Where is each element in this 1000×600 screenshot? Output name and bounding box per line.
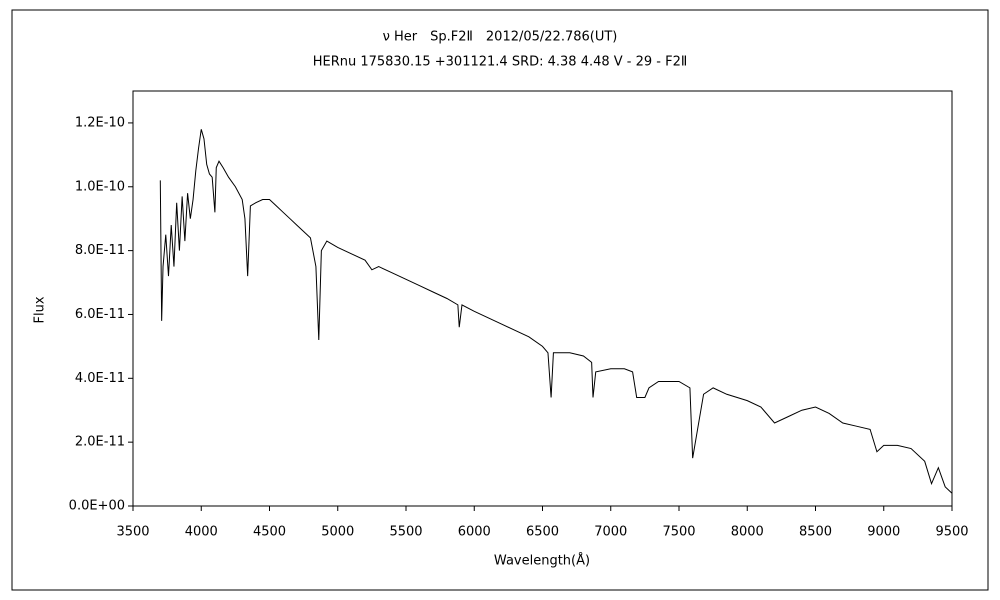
x-tick-label: 8000 xyxy=(731,525,764,540)
y-tick-label: 8.0E-11 xyxy=(75,243,125,258)
x-tick-label: 3500 xyxy=(116,525,149,540)
y-tick-label: 2.0E-11 xyxy=(75,435,125,450)
chart-subtitle: HERnu 175830.15 +301121.4 SRD: 4.38 4.48… xyxy=(313,55,688,70)
x-tick-label: 5500 xyxy=(389,525,422,540)
x-tick-label: 8500 xyxy=(799,525,832,540)
x-tick-label: 9500 xyxy=(935,525,968,540)
y-axis-label: Flux xyxy=(33,296,48,323)
x-tick-label: 5000 xyxy=(321,525,354,540)
chart-title: ν Her Sp.F2Ⅱ 2012/05/22.786(UT) xyxy=(383,30,618,45)
x-tick-label: 6500 xyxy=(526,525,559,540)
x-tick-label: 7500 xyxy=(662,525,695,540)
x-tick-label: 6000 xyxy=(458,525,491,540)
y-tick-label: 6.0E-11 xyxy=(75,307,125,322)
y-tick-label: 1.2E-10 xyxy=(75,115,125,130)
x-tick-label: 4000 xyxy=(185,525,218,540)
y-tick-label: 1.0E-10 xyxy=(75,179,125,194)
chart-border xyxy=(11,9,989,591)
y-tick-label: 4.0E-11 xyxy=(75,371,125,386)
spectrum-line xyxy=(159,129,953,494)
x-tick-label: 7000 xyxy=(594,525,627,540)
x-tick-label: 9000 xyxy=(867,525,900,540)
y-tick-label: 0.0E+00 xyxy=(69,499,125,514)
x-tick-label: 4500 xyxy=(253,525,286,540)
x-axis-label: Wavelength(Å) xyxy=(494,553,590,569)
